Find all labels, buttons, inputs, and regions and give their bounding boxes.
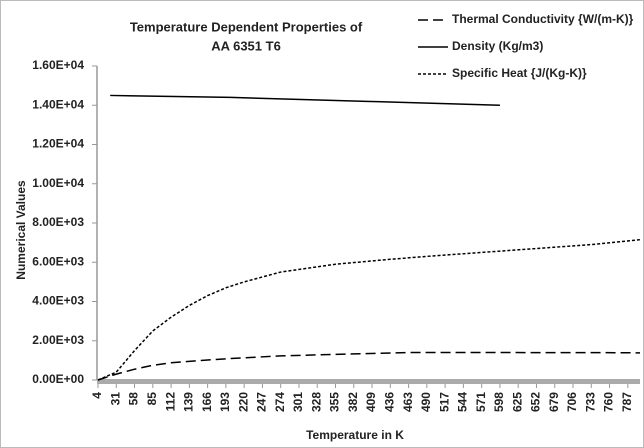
x-tick-label: 301 [291, 392, 305, 412]
x-tick-label: 463 [401, 392, 415, 412]
x-tick-label: 355 [328, 392, 342, 412]
x-tick-label: 436 [382, 392, 396, 412]
y-tick-label: 0.00E+00 [32, 372, 84, 386]
y-axis-title: Numerical Values [14, 180, 28, 280]
x-tick-label: 598 [492, 392, 506, 412]
x-tick-label: 193 [218, 392, 232, 412]
x-tick-label: 409 [364, 392, 378, 412]
x-tick-label: 544 [456, 392, 470, 412]
y-tick-label: 8.00E+03 [32, 215, 84, 229]
y-tick-label: 1.20E+04 [32, 137, 84, 151]
legend-label: Specific Heat {J/(Kg-K)} [452, 66, 587, 80]
series-line [97, 238, 641, 381]
x-tick-label: 31 [108, 392, 122, 406]
x-tick-label: 328 [309, 392, 323, 412]
x-tick-label: 220 [236, 392, 250, 412]
x-tick-label: 787 [620, 392, 634, 412]
y-tick-label: 1.60E+04 [32, 58, 84, 72]
x-axis [97, 379, 640, 384]
chart-title: AA 6351 T6 [211, 38, 281, 53]
x-tick-label: 490 [419, 392, 433, 412]
x-tick-label: 139 [182, 392, 196, 412]
x-tick-label: 733 [583, 392, 597, 412]
x-axis-title: Temperature in K [306, 428, 404, 442]
x-tick-label: 382 [346, 392, 360, 412]
x-tick-label: 517 [437, 392, 451, 412]
x-tick-label: 652 [529, 392, 543, 412]
x-tick-label: 247 [255, 392, 269, 412]
y-tick-label: 1.00E+04 [32, 176, 84, 190]
x-tick-label: 112 [163, 392, 177, 412]
y-tick-label: 2.00E+03 [32, 333, 84, 347]
x-tick-label: 274 [273, 392, 287, 412]
x-tick-label: 58 [127, 392, 141, 406]
series-line [97, 351, 641, 381]
y-tick-label: 4.00E+03 [32, 294, 84, 308]
x-tick-label: 166 [200, 392, 214, 412]
legend-label: Density (Kg/m3) [452, 39, 543, 53]
legend-label: Thermal Conductivity {W/(m-K)} [452, 12, 634, 26]
x-tick-label: 760 [602, 392, 616, 412]
x-tick-label: 679 [547, 392, 561, 412]
series-line [110, 94, 500, 106]
x-tick-label: 4 [90, 392, 104, 399]
y-tick-label: 6.00E+03 [32, 254, 84, 268]
x-tick-label: 571 [474, 392, 488, 412]
x-tick-label: 706 [565, 392, 579, 412]
chart-title: Temperature Dependent Properties of [130, 19, 363, 34]
x-tick-label: 85 [145, 392, 159, 406]
y-tick-label: 1.40E+04 [32, 97, 84, 111]
x-tick-label: 625 [510, 392, 524, 412]
